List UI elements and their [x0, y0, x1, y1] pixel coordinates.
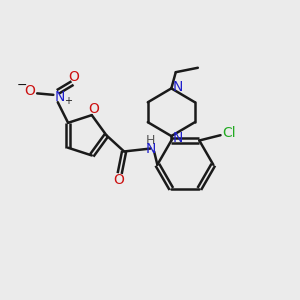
Text: Cl: Cl	[222, 126, 236, 140]
Text: O: O	[113, 173, 124, 187]
Text: N: N	[146, 142, 156, 156]
Text: N: N	[172, 80, 183, 94]
Text: −: −	[16, 79, 27, 92]
Text: N: N	[55, 90, 65, 104]
Text: O: O	[88, 102, 99, 116]
Text: O: O	[68, 70, 80, 84]
Text: H: H	[146, 134, 155, 147]
Text: +: +	[64, 96, 72, 106]
Text: O: O	[24, 84, 35, 98]
Text: N: N	[172, 130, 183, 145]
